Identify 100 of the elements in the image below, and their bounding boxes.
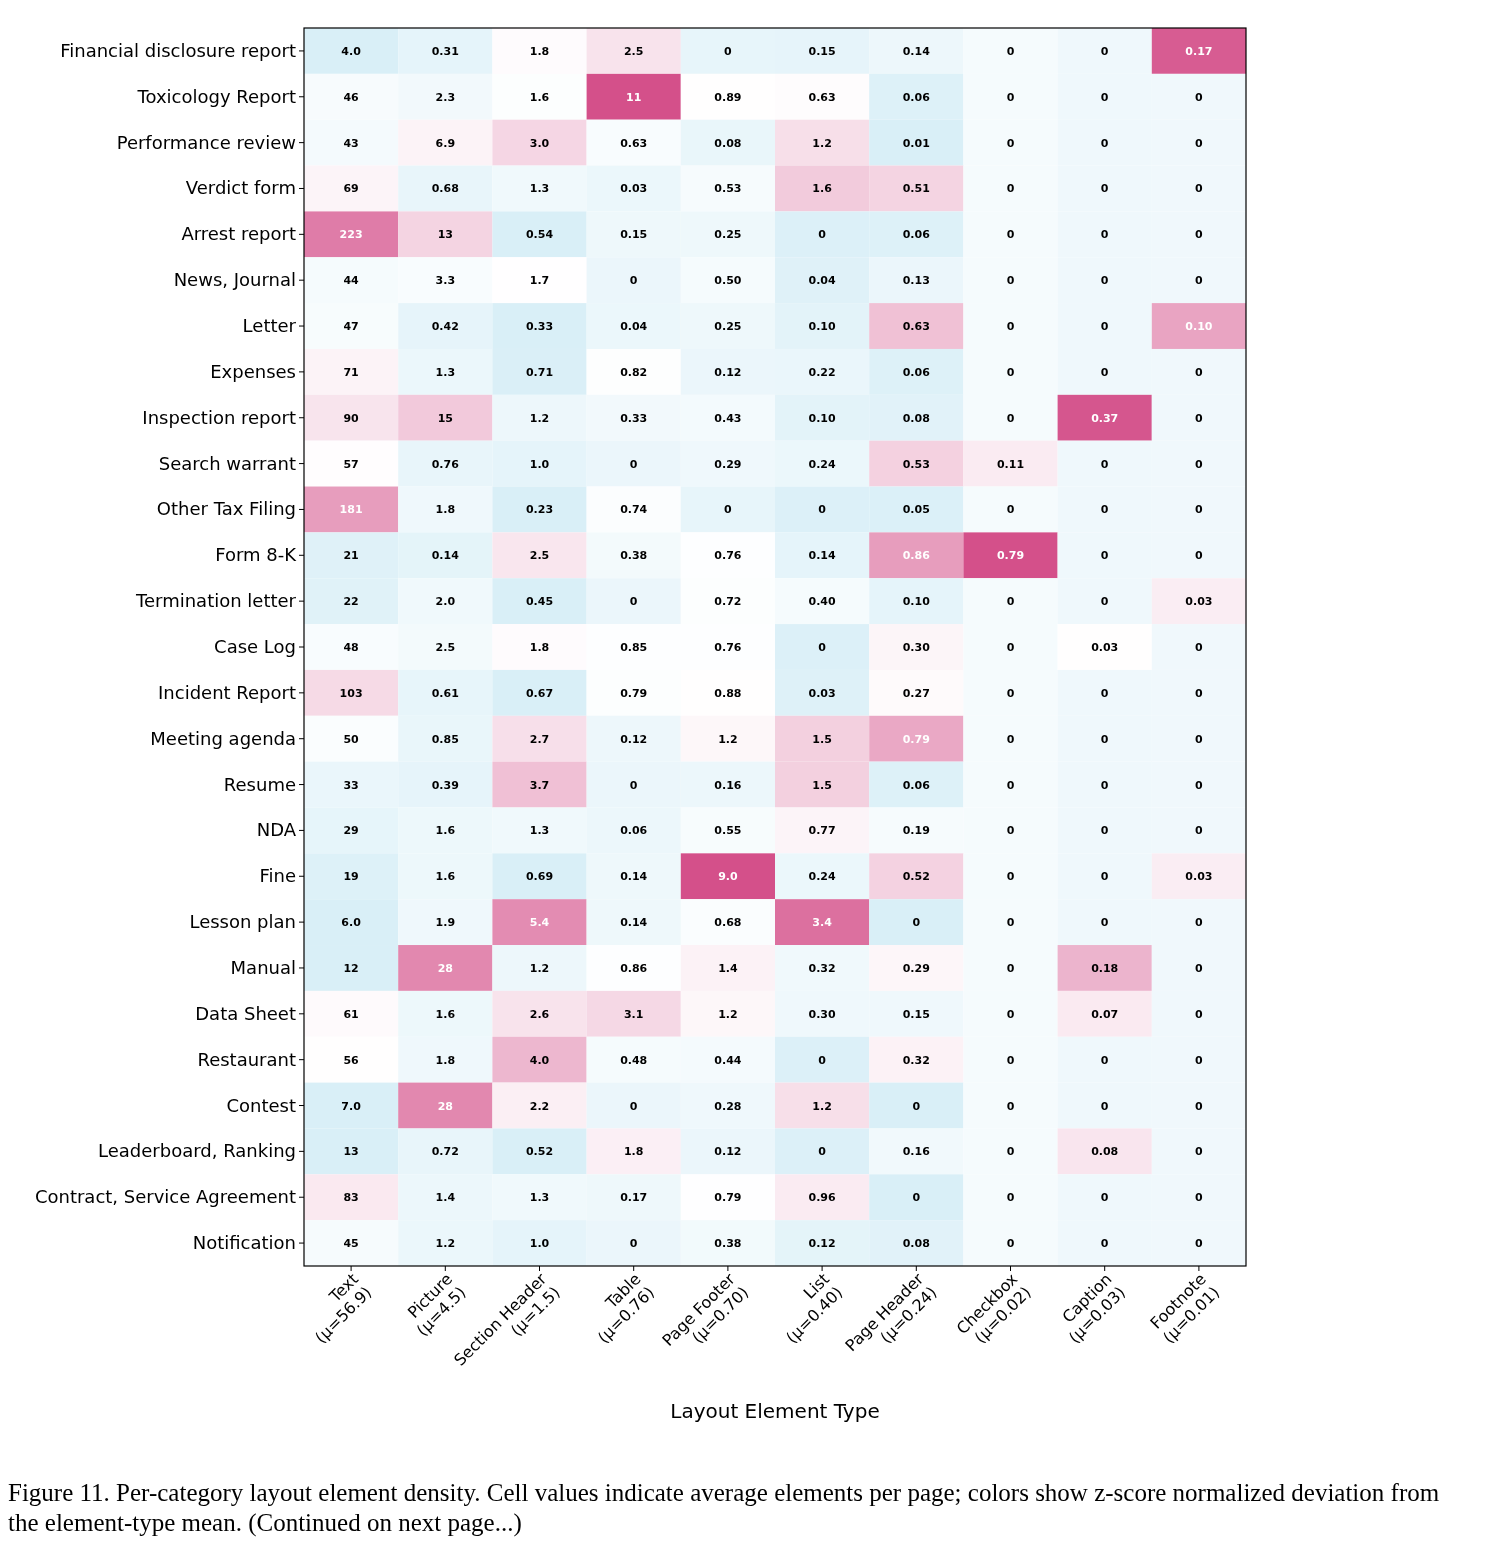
data-label: 7.0 <box>341 1099 362 1113</box>
data-label: 0.27 <box>902 686 930 700</box>
y-tick-label: Fine <box>259 865 296 887</box>
y-tick-label: Termination letter <box>135 590 297 612</box>
data-label: 0.30 <box>808 1007 837 1021</box>
caption: Figure 11. Per-category layout element density. Cell values indicate average elements per page; colors show z-score normalized deviation from the element-type mean. (Continued on next page...) <box>8 1478 1441 1538</box>
data-label: 2.2 <box>529 1099 550 1113</box>
data-label: 0 <box>1006 1237 1015 1251</box>
data-label: 0 <box>1100 320 1109 334</box>
data-label: 0.17 <box>1185 44 1213 58</box>
data-label: 0 <box>1100 136 1109 150</box>
y-tick-label: Meeting agenda <box>150 727 296 749</box>
data-label: 0.52 <box>902 870 930 884</box>
data-label: 0 <box>1195 824 1204 838</box>
data-label: 0.76 <box>714 549 742 563</box>
data-label: 0.74 <box>620 503 648 517</box>
data-label: 0 <box>1195 365 1204 379</box>
data-label: 0.55 <box>714 824 742 838</box>
data-label: 0.08 <box>714 136 742 150</box>
data-label: 0 <box>912 1191 921 1205</box>
data-label: 0 <box>1100 778 1109 792</box>
data-label: 0.24 <box>808 870 837 884</box>
data-label: 0.85 <box>431 732 459 746</box>
data-label: 33 <box>343 778 359 792</box>
data-label: 0.96 <box>808 1191 837 1205</box>
data-label: 61 <box>343 1007 359 1021</box>
data-label: 12 <box>343 961 359 975</box>
data-label: 43 <box>343 136 359 150</box>
data-label: 0.31 <box>431 44 459 58</box>
data-label: 0 <box>1195 1007 1204 1021</box>
y-tick-label: Data Sheet <box>195 1002 296 1024</box>
data-label: 0.14 <box>620 916 648 930</box>
data-label: 0.17 <box>620 1191 648 1205</box>
data-label: 103 <box>339 686 363 700</box>
y-tick-label: Performance review <box>116 131 296 153</box>
data-label: 0.38 <box>714 1237 742 1251</box>
data-label: 0 <box>1006 320 1015 334</box>
data-label: 0.10 <box>902 595 931 609</box>
data-label: 0.12 <box>714 365 742 379</box>
data-label: 0.03 <box>1091 641 1119 654</box>
data-label: 0 <box>1195 1099 1204 1113</box>
y-tick-label: Contest <box>226 1094 296 1116</box>
data-label: 2.3 <box>435 90 456 104</box>
data-label: 0 <box>1100 228 1109 242</box>
data-label: 0 <box>629 778 638 792</box>
data-label: 0.12 <box>714 1145 742 1159</box>
data-label: 0.14 <box>620 870 648 884</box>
data-label: 0.11 <box>996 457 1025 471</box>
data-label: 0 <box>1006 824 1015 838</box>
data-label: 0 <box>1006 503 1015 517</box>
y-tick-label: Financial disclosure report <box>60 39 296 61</box>
data-label: 0.15 <box>902 1007 930 1021</box>
data-label: 0 <box>1195 228 1204 242</box>
data-label: 0 <box>1195 641 1204 654</box>
data-label: 0.03 <box>1185 870 1213 884</box>
data-label: 0.79 <box>902 732 930 746</box>
data-label: 0 <box>1195 503 1204 517</box>
data-label: 0.03 <box>1185 595 1213 609</box>
data-label: 0 <box>1195 549 1204 563</box>
data-label: 22 <box>343 595 359 609</box>
data-label: 0.22 <box>808 365 836 379</box>
data-label: 1.6 <box>435 824 456 838</box>
data-label: 0 <box>1195 182 1204 196</box>
data-label: 0 <box>1006 228 1015 242</box>
data-label: 0.15 <box>620 228 648 242</box>
data-label: 0.79 <box>714 1191 742 1205</box>
y-tick-label: Toxicology Report <box>136 85 296 107</box>
data-label: 0 <box>1100 90 1109 104</box>
data-label: 0 <box>1100 365 1109 379</box>
data-label: 0 <box>1195 90 1204 104</box>
data-label: 44 <box>343 274 360 288</box>
data-label: 0 <box>1100 1053 1109 1067</box>
data-label: 15 <box>437 411 453 425</box>
data-label: 56 <box>343 1053 360 1067</box>
data-label: 0.76 <box>714 641 742 654</box>
data-label: 0.86 <box>620 961 648 975</box>
data-label: 0 <box>818 641 827 654</box>
data-label: 0 <box>1100 870 1109 884</box>
data-label: 0 <box>1100 182 1109 196</box>
data-label: 3.4 <box>812 916 833 930</box>
data-label: 0.33 <box>525 320 554 334</box>
data-label: 1.5 <box>812 732 832 746</box>
data-label: 0 <box>1006 44 1015 58</box>
data-label: 0 <box>1006 1145 1015 1159</box>
data-label: 1.3 <box>529 182 550 196</box>
data-label: 1.3 <box>529 1191 550 1205</box>
data-label: 0 <box>1100 457 1109 471</box>
data-label: 0 <box>1006 961 1015 975</box>
data-label: 0.25 <box>714 320 742 334</box>
data-label: 1.9 <box>435 916 456 930</box>
data-label: 0.06 <box>902 90 931 104</box>
data-label: 0.14 <box>808 549 837 563</box>
data-label: 0.04 <box>808 274 837 288</box>
data-label: 0 <box>1006 1053 1015 1067</box>
data-label: 0 <box>1006 182 1015 196</box>
data-label: 1.4 <box>435 1191 456 1205</box>
data-label: 1.0 <box>529 1237 550 1251</box>
data-label: 0.08 <box>902 1237 930 1251</box>
data-label: 1.8 <box>435 503 456 517</box>
data-label: 0.43 <box>714 411 742 425</box>
